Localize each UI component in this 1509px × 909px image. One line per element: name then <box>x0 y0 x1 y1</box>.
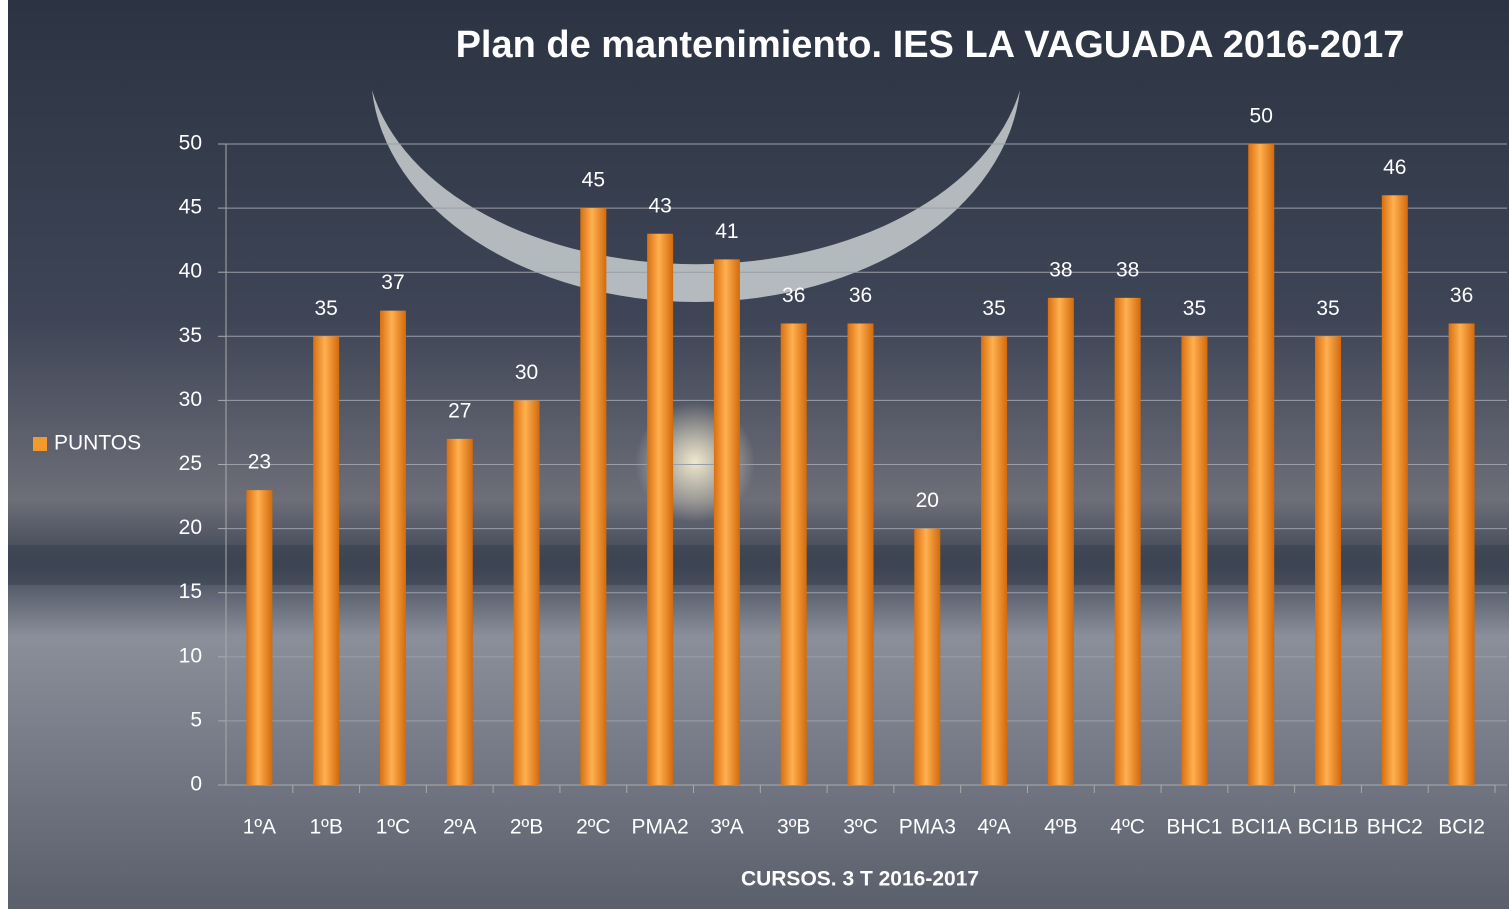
x-tick-label: 4ºB <box>1044 816 1077 839</box>
value-label: 30 <box>515 361 538 384</box>
horizon <box>8 545 1509 585</box>
value-label: 41 <box>715 220 738 243</box>
chart: Plan de mantenimiento. IES LA VAGUADA 20… <box>0 0 1509 909</box>
value-label: 23 <box>248 451 271 474</box>
x-tick-label: BHC1 <box>1166 816 1222 839</box>
bar <box>647 234 673 785</box>
y-tick-label: 15 <box>179 580 202 603</box>
y-tick-label: 20 <box>179 516 202 539</box>
x-tick-label: 3ºA <box>710 816 743 839</box>
bar <box>246 490 272 785</box>
background <box>8 0 1509 909</box>
value-label: 46 <box>1383 156 1406 179</box>
value-label: 36 <box>1450 284 1473 307</box>
x-tick-label: 4ºC <box>1110 816 1145 839</box>
bar <box>1315 336 1341 785</box>
y-tick-label: 50 <box>179 132 202 155</box>
value-label: 35 <box>1183 297 1206 320</box>
bar <box>1248 144 1274 785</box>
value-label: 45 <box>582 169 605 192</box>
bar <box>914 529 940 785</box>
bar <box>981 336 1007 785</box>
x-tick-label: 2ºA <box>443 816 476 839</box>
x-tick-label: BCI1B <box>1298 816 1359 839</box>
value-label: 36 <box>782 284 805 307</box>
y-tick-label: 35 <box>179 324 202 347</box>
bar <box>1449 323 1475 785</box>
bar <box>1382 195 1408 785</box>
value-label: 50 <box>1250 105 1273 128</box>
x-tick-label: BHC2 <box>1367 816 1423 839</box>
x-tick-label: PMA2 <box>632 816 689 839</box>
bar <box>1048 298 1074 785</box>
y-tick-label: 10 <box>179 644 202 667</box>
value-label: 35 <box>982 297 1005 320</box>
y-tick-label: 5 <box>190 708 202 731</box>
bar <box>313 336 339 785</box>
bar <box>447 439 473 785</box>
value-label: 27 <box>448 399 471 422</box>
value-label: 37 <box>381 271 404 294</box>
value-label: 35 <box>315 297 338 320</box>
value-label: 20 <box>916 489 939 512</box>
bar <box>1181 336 1207 785</box>
x-tick-label: 3ºC <box>843 816 878 839</box>
x-tick-label: 1ºB <box>310 816 343 839</box>
bar <box>781 323 807 785</box>
value-label: 43 <box>648 194 671 217</box>
value-label: 38 <box>1049 258 1072 281</box>
x-tick-label: 1ºA <box>243 816 276 839</box>
value-label: 36 <box>849 284 872 307</box>
bar <box>1115 298 1141 785</box>
bar <box>580 208 606 785</box>
chart-title: Plan de mantenimiento. IES LA VAGUADA 20… <box>456 24 1405 66</box>
x-tick-label: 1ºC <box>376 816 411 839</box>
x-tick-label: 3ºB <box>777 816 810 839</box>
y-tick-label: 45 <box>179 196 202 219</box>
legend-label: PUNTOS <box>54 432 141 455</box>
bar <box>514 400 540 785</box>
bar <box>714 259 740 785</box>
y-tick-label: 40 <box>179 260 202 283</box>
x-tick-label: BCI2 <box>1438 816 1485 839</box>
x-tick-label: PMA3 <box>899 816 956 839</box>
y-tick-label: 30 <box>179 388 202 411</box>
y-tick-label: 25 <box>179 452 202 475</box>
y-tick-label: 0 <box>190 773 202 796</box>
x-tick-label: 2ºB <box>510 816 543 839</box>
x-axis-label: CURSOS. 3 T 2016-2017 <box>741 868 979 891</box>
x-tick-label: BCI1A <box>1231 816 1292 839</box>
value-label: 38 <box>1116 258 1139 281</box>
bar <box>848 323 874 785</box>
value-label: 35 <box>1316 297 1339 320</box>
x-tick-label: 4ºA <box>977 816 1010 839</box>
bar <box>380 311 406 785</box>
legend-swatch <box>33 437 47 451</box>
x-tick-label: 2ºC <box>576 816 611 839</box>
